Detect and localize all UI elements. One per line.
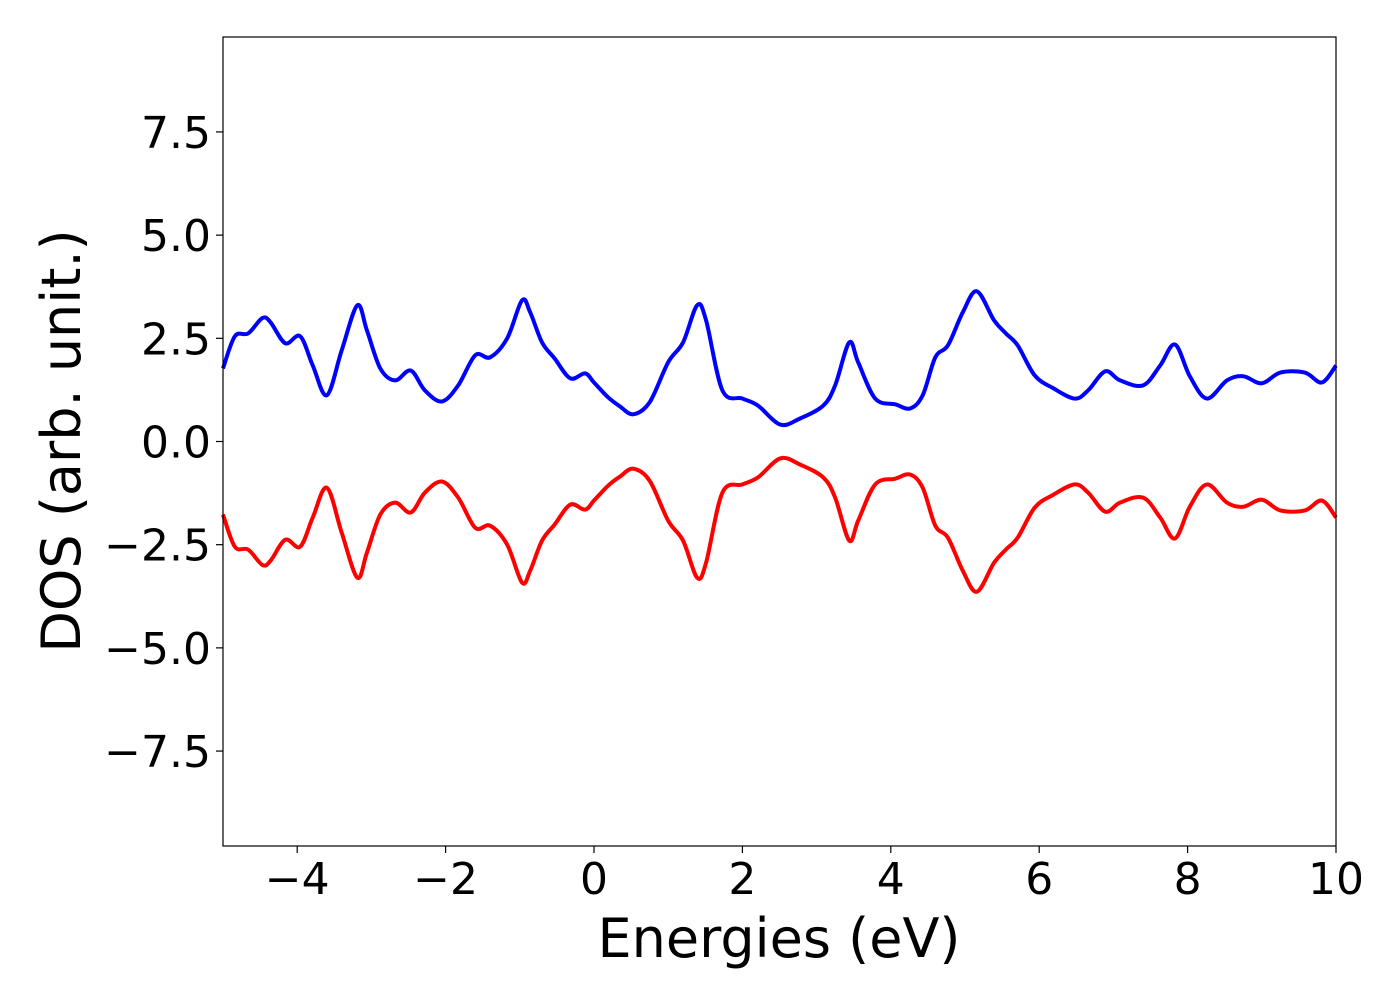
x-tick-label: 0 (580, 854, 608, 905)
y-tick-label: 5.0 (141, 211, 211, 262)
x-tick-label: 8 (1174, 854, 1202, 905)
y-tick-label: 0.0 (141, 418, 211, 469)
plot-frame (222, 36, 1337, 847)
y-tick-label: −7.5 (104, 727, 211, 778)
y-tick-label: −5.0 (104, 624, 211, 675)
x-tick-label: 2 (728, 854, 756, 905)
x-tick-label: 4 (877, 854, 905, 905)
x-tick-label: −4 (265, 854, 330, 905)
x-axis-label: Energies (eV) (598, 907, 961, 970)
y-axis-label: DOS (arb. unit.) (30, 229, 93, 652)
y-tick-label: −2.5 (104, 521, 211, 572)
y-tick-label: 2.5 (141, 314, 211, 365)
y-tick-label: 7.5 (141, 108, 211, 159)
x-tick-label: 10 (1308, 854, 1364, 905)
data-line (221, 289, 1338, 428)
x-tick-label: 6 (1025, 854, 1053, 905)
data-line (221, 455, 1338, 594)
x-tick-label: −2 (413, 854, 478, 905)
